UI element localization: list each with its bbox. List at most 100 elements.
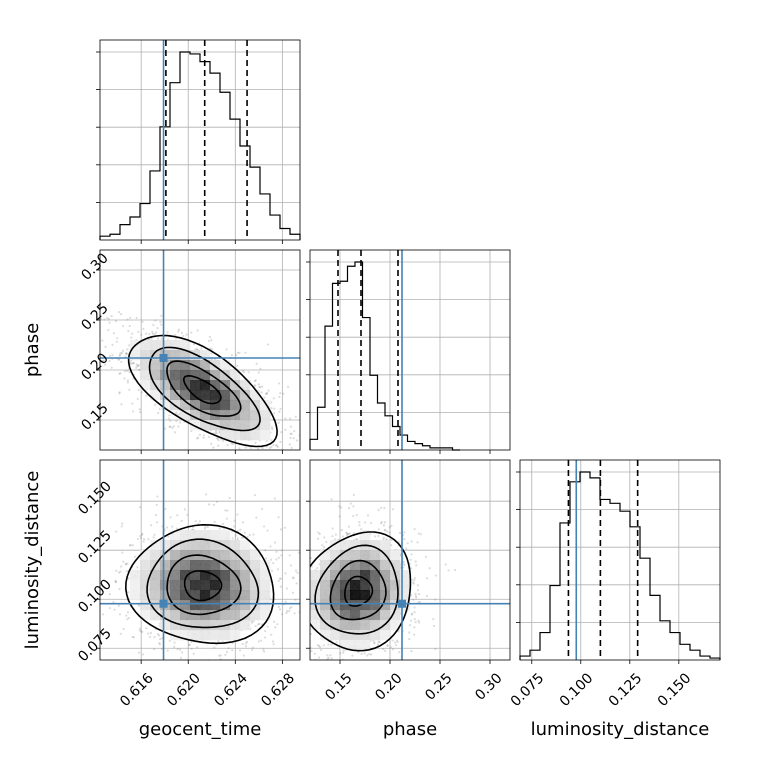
sample-point [176, 664, 178, 666]
sample-point [122, 560, 125, 563]
density-cell [230, 590, 241, 601]
hist-panel-luminosity_distance [516, 459, 721, 664]
sample-point [321, 544, 324, 547]
sample-point [137, 604, 141, 608]
sample-point [279, 585, 282, 588]
sample-point [338, 515, 341, 518]
sample-point [155, 667, 157, 669]
sample-point [326, 654, 329, 657]
sample-point [156, 633, 160, 636]
density-cell [200, 630, 211, 641]
sample-point [118, 613, 122, 616]
sample-point [417, 532, 420, 535]
sample-point [319, 648, 323, 652]
density-cell [240, 590, 251, 601]
density-cell [230, 420, 241, 431]
sample-point [273, 407, 276, 410]
sample-point [265, 439, 268, 443]
density-cell [180, 410, 191, 421]
sample-point [183, 508, 186, 511]
sample-point [273, 620, 276, 623]
density-cell [220, 550, 231, 561]
sample-point [110, 366, 113, 369]
sample-point [418, 621, 421, 624]
density-cell [210, 560, 221, 571]
sample-point [114, 580, 117, 583]
sample-point [129, 543, 132, 547]
sample-point [276, 445, 279, 449]
density-cell [360, 630, 371, 641]
sample-point [156, 337, 160, 340]
sample-point [195, 437, 199, 440]
sample-point [177, 413, 180, 416]
sample-point [129, 361, 132, 364]
x-tick-label: 0.20 [372, 670, 405, 703]
sample-point [185, 333, 188, 336]
sample-point [279, 528, 283, 531]
sample-point [377, 661, 379, 663]
density-cell [130, 350, 141, 361]
density-cell [250, 390, 261, 401]
sample-point [325, 540, 328, 544]
sample-point [137, 368, 141, 371]
sample-point [108, 606, 112, 610]
sample-point [255, 483, 257, 485]
sample-point [304, 573, 306, 575]
sample-point [278, 608, 282, 611]
sample-point [128, 344, 131, 347]
sample-point [215, 432, 218, 435]
sample-point [108, 359, 111, 363]
sample-point [391, 639, 394, 642]
sample-point [345, 534, 349, 537]
sample-point [408, 624, 412, 627]
sample-point [285, 610, 289, 613]
density-cell [260, 560, 271, 571]
density-cell [310, 610, 321, 621]
sample-point [271, 427, 274, 431]
sample-point [278, 577, 281, 580]
sample-point [118, 392, 121, 395]
density-cell [260, 430, 271, 441]
sample-point [257, 623, 260, 626]
sample-point [292, 462, 294, 464]
sample-point [307, 590, 309, 592]
density-cell [340, 560, 351, 571]
sample-point [384, 649, 387, 652]
sample-point [409, 567, 413, 570]
contour-level-0 [183, 374, 222, 405]
sample-point [255, 516, 258, 519]
density-cell [320, 630, 331, 641]
sample-point [434, 598, 437, 601]
density-cell [220, 400, 231, 411]
sample-point [345, 532, 348, 535]
sample-point [288, 628, 290, 630]
sample-point [241, 369, 244, 372]
density-cell [200, 620, 211, 631]
density-cell [160, 550, 171, 561]
sample-point [125, 570, 128, 573]
density-cell [360, 530, 371, 541]
density-cell [350, 590, 361, 601]
hist-panel-phase [306, 249, 511, 454]
sample-point [128, 388, 131, 391]
sample-point [157, 411, 160, 415]
sample-point [339, 652, 342, 655]
sample-point [231, 442, 234, 446]
density-cell [200, 540, 211, 551]
sample-point [130, 336, 133, 339]
sample-point [379, 522, 383, 525]
sample-point [356, 537, 359, 541]
sample-point [290, 432, 293, 435]
sample-point [382, 536, 386, 539]
sample-point [289, 432, 292, 435]
panel-frame [519, 459, 721, 661]
sample-point [279, 440, 282, 444]
sample-point [289, 564, 293, 567]
sample-point [120, 351, 123, 354]
sample-point [198, 433, 202, 436]
density-cell [340, 580, 351, 591]
density-cell [370, 630, 381, 641]
density-cell [360, 610, 371, 621]
density-cell [170, 350, 181, 361]
sample-point [340, 528, 343, 532]
